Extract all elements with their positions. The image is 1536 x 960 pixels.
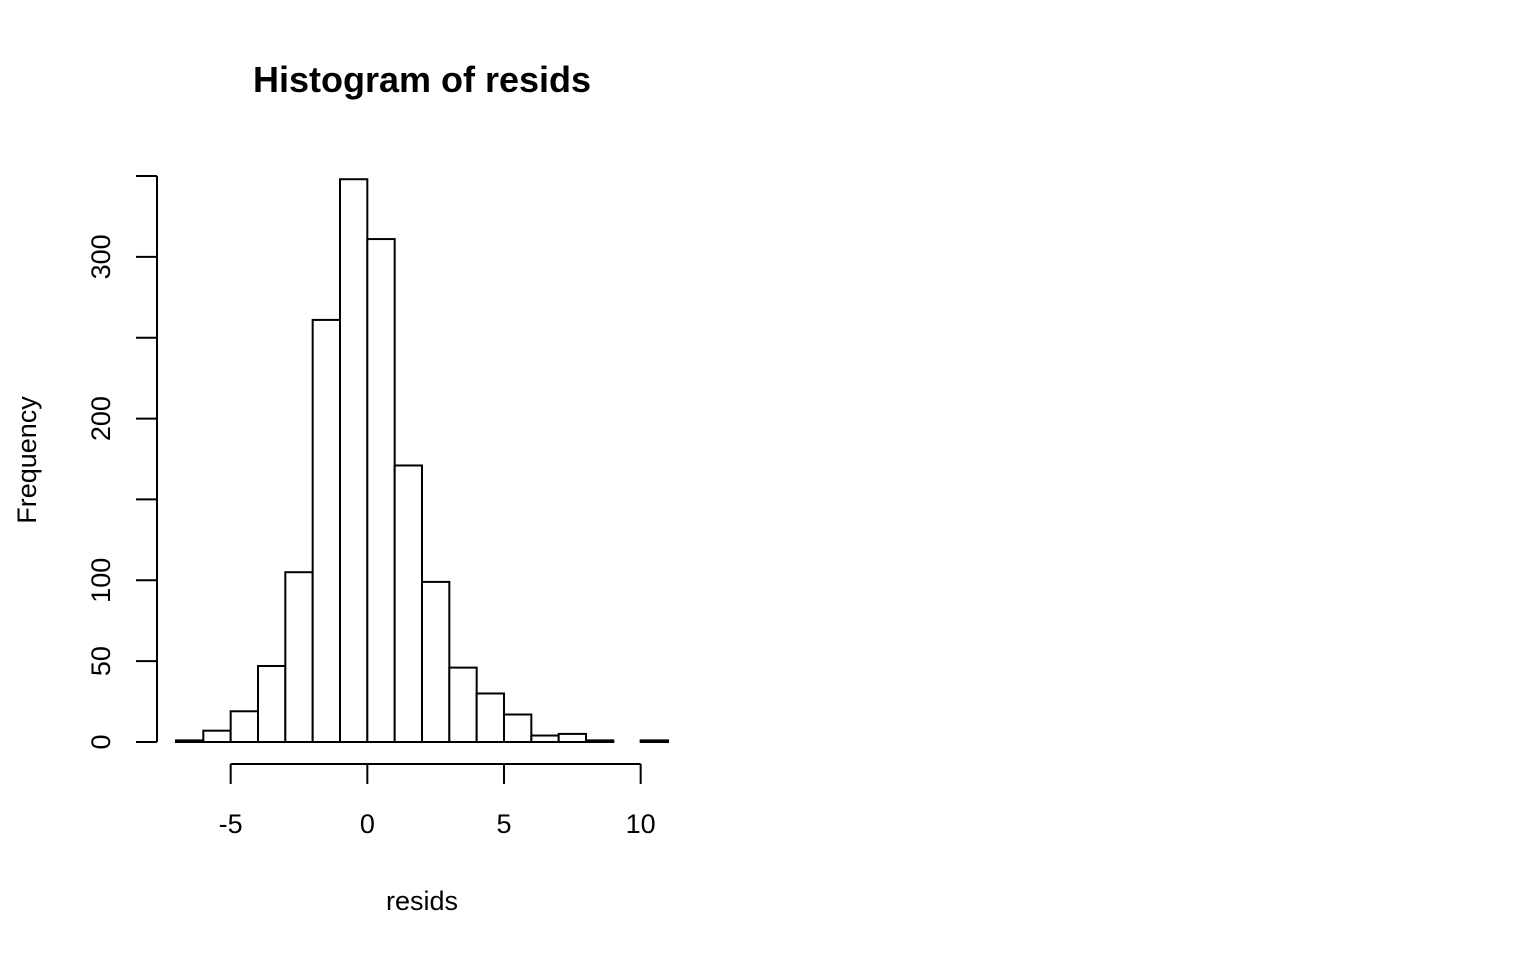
y-axis-label: Frequency xyxy=(12,396,42,524)
histogram-bar xyxy=(585,739,615,744)
histogram-bar xyxy=(557,732,588,744)
y-tick-label: 300 xyxy=(86,234,116,279)
x-tick-label: 10 xyxy=(626,809,656,839)
histogram-bar xyxy=(393,464,423,743)
histogram-bar xyxy=(421,580,451,743)
histogram-bar xyxy=(311,318,341,743)
histogram-bar xyxy=(475,692,505,744)
x-tick-label: 5 xyxy=(496,809,511,839)
y-tick-label: 0 xyxy=(86,734,116,749)
histogram-bar xyxy=(229,710,260,744)
chart-title: Histogram of resids xyxy=(253,59,591,100)
histogram-bar xyxy=(448,666,478,744)
y-axis-ticks: 0 50 100 200 300 xyxy=(86,175,157,750)
histogram-bar xyxy=(175,739,205,744)
histogram-bar xyxy=(366,238,396,743)
histogram-bar xyxy=(639,739,670,744)
x-axis-label: resids xyxy=(386,886,458,916)
x-tick-label: 0 xyxy=(360,809,375,839)
histogram-bar xyxy=(284,571,314,744)
histogram-bar xyxy=(257,664,287,743)
y-tick-label: 50 xyxy=(86,646,116,676)
histogram-bar xyxy=(503,713,533,743)
histogram-bar xyxy=(530,734,560,744)
y-tick-label: 100 xyxy=(86,558,116,603)
y-tick-label: 200 xyxy=(86,396,116,441)
bars-group xyxy=(175,178,670,744)
x-axis-ticks: -5 0 5 10 xyxy=(219,764,656,839)
x-tick-label: -5 xyxy=(219,809,243,839)
histogram-bar xyxy=(339,178,369,743)
histogram-bar xyxy=(202,729,232,743)
